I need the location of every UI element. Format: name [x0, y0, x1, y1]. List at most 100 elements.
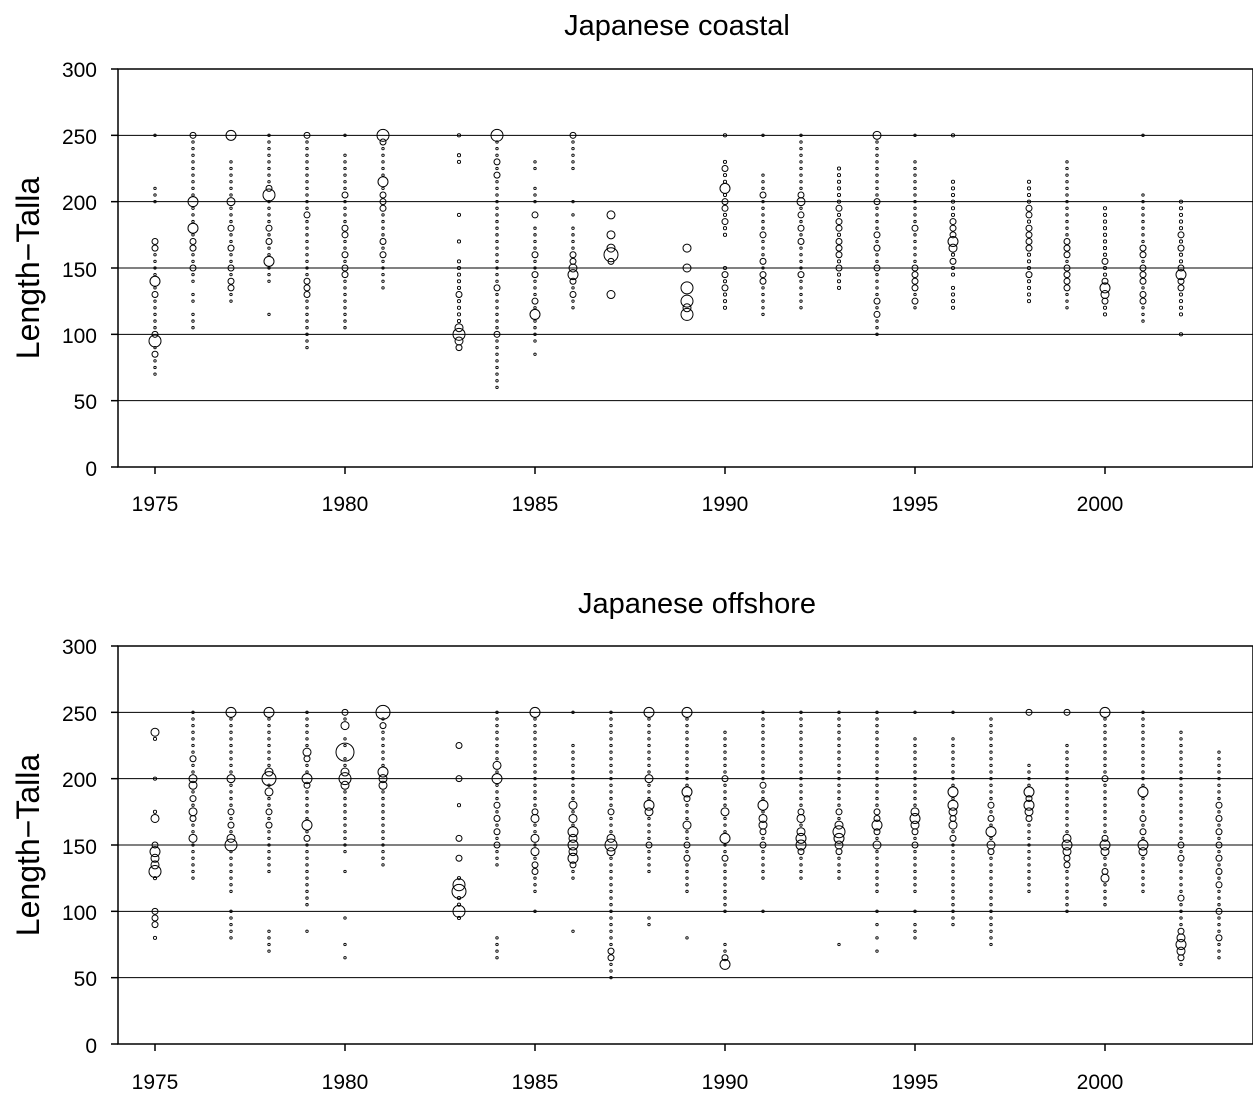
data-point: [1065, 869, 1069, 874]
data-point: [495, 810, 499, 814]
data-point: [875, 723, 879, 728]
data-point: [495, 266, 499, 270]
data-point: [1139, 251, 1147, 259]
data-point: [343, 830, 347, 834]
data-point: [761, 213, 765, 217]
data-point: [495, 272, 499, 277]
data-point: [989, 717, 993, 721]
data-point: [1217, 757, 1221, 761]
data-point: [1217, 790, 1221, 794]
data-point: [229, 883, 233, 887]
data-point: [799, 863, 803, 867]
data-point: [267, 750, 271, 754]
data-point: [267, 173, 271, 177]
data-point: [305, 843, 309, 847]
data-point: [495, 306, 499, 310]
data-point: [606, 833, 616, 843]
data-point: [761, 723, 765, 728]
data-point: [495, 770, 499, 774]
data-point: [609, 962, 613, 967]
data-point: [872, 840, 882, 850]
data-point: [571, 153, 575, 157]
data-point: [837, 743, 841, 748]
data-point: [875, 180, 879, 184]
data-point: [723, 816, 727, 821]
data-point: [1065, 259, 1069, 264]
data-point: [229, 259, 233, 264]
data-point: [644, 807, 654, 817]
data-point: [609, 777, 613, 781]
data-point: [1102, 212, 1108, 217]
data-point: [229, 292, 233, 297]
data-point: [493, 284, 501, 292]
data-point: [267, 140, 271, 144]
data-point: [376, 128, 390, 142]
data-point: [1141, 730, 1145, 734]
data-point: [1179, 783, 1183, 787]
data-point: [533, 233, 537, 237]
data-point: [191, 173, 195, 177]
data-point: [761, 730, 765, 734]
data-point: [229, 730, 233, 734]
data-point: [1026, 279, 1032, 284]
data-point: [1065, 180, 1069, 184]
data-point: [495, 239, 499, 244]
data-point: [606, 243, 616, 253]
data-point: [1179, 903, 1183, 907]
data-point: [1178, 206, 1184, 211]
data-point: [267, 253, 271, 257]
data-point: [305, 903, 309, 907]
data-point: [799, 856, 803, 860]
data-point: [951, 737, 955, 741]
data-point: [1065, 757, 1069, 761]
data-point: [531, 211, 539, 219]
data-point: [1215, 868, 1223, 876]
data-point: [1217, 956, 1221, 960]
data-point: [571, 763, 575, 768]
data-point: [875, 279, 879, 283]
data-point: [1101, 257, 1109, 265]
data-point: [797, 237, 805, 245]
data-point: [381, 836, 385, 841]
data-point: [1141, 836, 1145, 841]
data-point: [761, 219, 765, 224]
data-point: [188, 774, 198, 784]
data-point: [832, 825, 846, 839]
data-point: [723, 823, 727, 827]
data-point: [267, 166, 271, 171]
data-point: [719, 958, 731, 970]
data-point: [1102, 272, 1108, 277]
data-point: [950, 265, 956, 271]
data-point: [153, 272, 157, 277]
data-point: [951, 743, 955, 748]
data-point: [533, 783, 537, 787]
data-point: [493, 330, 501, 338]
data-point: [533, 239, 537, 244]
data-point: [305, 272, 309, 277]
data-point: [647, 796, 651, 801]
data-point: [305, 200, 309, 204]
data-point: [951, 869, 955, 874]
data-point: [379, 198, 387, 206]
data-point: [950, 292, 956, 297]
data-point: [188, 833, 198, 843]
data-point: [911, 284, 919, 292]
data-point: [761, 863, 765, 867]
data-point: [153, 133, 157, 137]
data-point: [1215, 828, 1223, 836]
data-point: [799, 869, 803, 874]
data-point: [1215, 934, 1223, 942]
data-point: [836, 179, 842, 184]
data-point: [1062, 833, 1072, 843]
data-point: [913, 219, 917, 224]
data-point: [490, 128, 504, 142]
data-point: [495, 246, 499, 250]
data-point: [343, 803, 347, 807]
data-point: [609, 830, 613, 834]
data-point: [1179, 770, 1183, 774]
data-point: [1141, 743, 1145, 748]
data-point: [379, 251, 387, 259]
data-point: [836, 259, 842, 264]
data-point: [1027, 830, 1031, 834]
data-point: [609, 823, 613, 827]
